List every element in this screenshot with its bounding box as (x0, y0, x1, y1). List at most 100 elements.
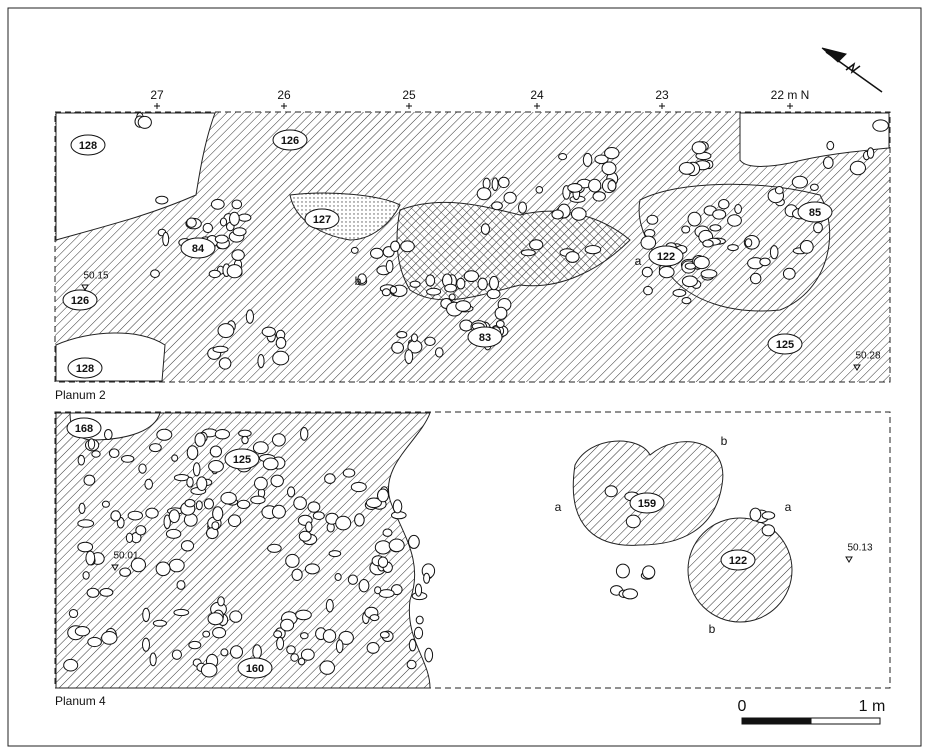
stone (138, 116, 151, 128)
stone (770, 246, 778, 259)
stone (589, 179, 601, 192)
stone (386, 260, 393, 272)
stone (326, 599, 333, 612)
stone (382, 289, 390, 296)
stone (291, 654, 299, 662)
stone (79, 503, 85, 513)
stone (232, 200, 242, 209)
stone (203, 631, 210, 637)
stone (111, 511, 121, 521)
stone (626, 515, 640, 528)
stone (78, 520, 94, 528)
stone (568, 184, 582, 193)
stone (105, 430, 113, 440)
stone (521, 250, 535, 256)
stone (425, 337, 435, 345)
stone (873, 120, 889, 131)
stone (215, 430, 229, 439)
stone (263, 458, 278, 470)
feature-label: 160 (246, 663, 264, 675)
stone (850, 161, 865, 174)
stone (201, 663, 217, 677)
level-label: 50.01 (113, 551, 138, 562)
stone (559, 154, 567, 160)
stone (169, 559, 184, 572)
stone (246, 310, 253, 323)
stone (185, 500, 195, 507)
stone (602, 162, 616, 175)
stone (824, 157, 834, 169)
stone (775, 187, 783, 194)
stone (84, 475, 95, 485)
stone (102, 501, 109, 507)
stone (750, 508, 761, 521)
stone (219, 358, 231, 369)
stone (273, 351, 289, 365)
stone (348, 575, 357, 584)
stone (253, 442, 268, 454)
caption: Planum 4 (55, 694, 106, 708)
stone (719, 200, 729, 209)
stone (187, 446, 198, 460)
stone (83, 572, 89, 580)
feature-label: 126 (71, 295, 89, 307)
stone (237, 500, 249, 508)
stone (409, 639, 416, 651)
stone (692, 142, 706, 154)
stone (492, 178, 498, 191)
stone (336, 516, 351, 530)
stone (172, 455, 178, 461)
stone (783, 268, 795, 279)
stone (456, 301, 471, 312)
stone (336, 640, 343, 653)
stone (320, 661, 335, 674)
stone (174, 609, 189, 615)
stone (78, 542, 93, 552)
stone (380, 632, 389, 638)
stone (405, 350, 413, 364)
stone (92, 451, 100, 457)
feature-label: 128 (79, 140, 97, 152)
stone (102, 632, 117, 645)
stone (296, 610, 312, 620)
stone (231, 646, 243, 658)
stone (616, 564, 629, 578)
stone (728, 245, 739, 251)
stone (412, 334, 418, 342)
stone (301, 649, 314, 660)
stone (195, 433, 205, 446)
stone (641, 236, 656, 249)
stone (232, 250, 244, 261)
stone (647, 215, 658, 224)
section-marker: a (785, 500, 792, 514)
level-label: 50.13 (847, 543, 872, 554)
stone (593, 192, 605, 201)
stone (305, 564, 319, 574)
stone (867, 148, 873, 158)
scale-label: 0 (738, 698, 747, 715)
stone (69, 610, 77, 618)
stone (445, 284, 457, 292)
stone (536, 187, 543, 194)
stone (673, 290, 686, 297)
section-marker: a (555, 500, 562, 514)
stone (215, 235, 228, 243)
stone (378, 557, 387, 567)
feature-label: 125 (776, 339, 794, 351)
stone (325, 474, 336, 484)
stone (230, 212, 240, 225)
stone (495, 307, 507, 319)
stone (397, 332, 407, 338)
feature-label: 85 (809, 207, 821, 219)
stone (156, 196, 168, 204)
stone (682, 226, 690, 233)
stone (370, 615, 379, 621)
stone (477, 188, 491, 200)
stone (273, 434, 286, 446)
stone (253, 645, 262, 659)
stone (209, 461, 224, 473)
feature-label: 128 (76, 363, 94, 375)
stone (156, 562, 170, 576)
stone (139, 464, 146, 473)
stone (288, 487, 295, 497)
